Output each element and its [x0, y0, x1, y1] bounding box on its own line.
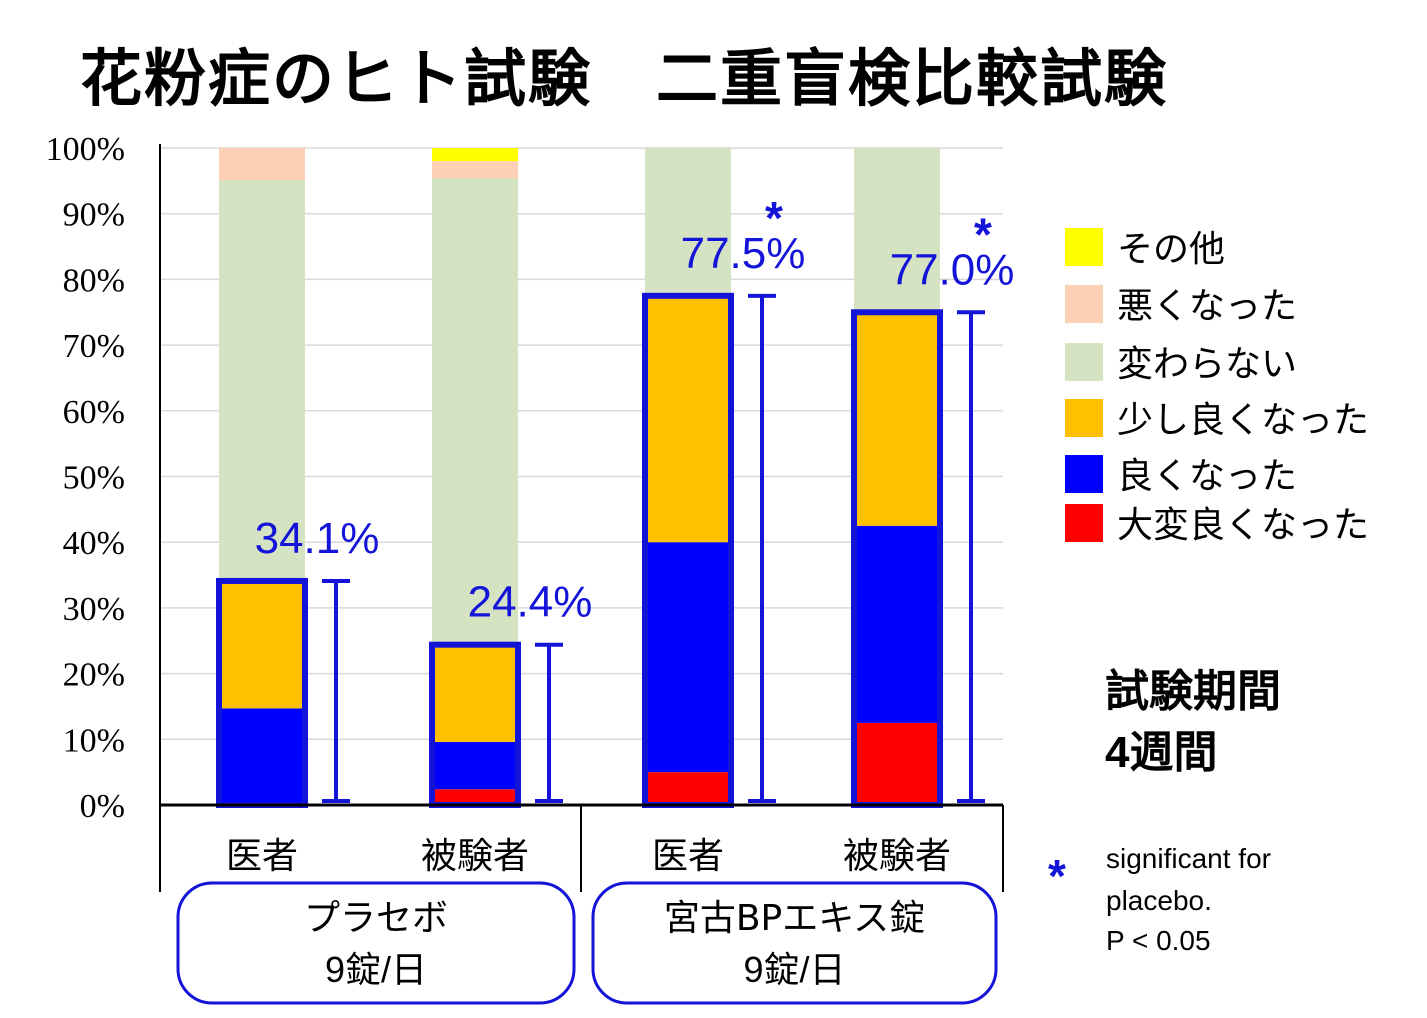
note-star: * [1048, 850, 1066, 902]
y-tick-label: 70% [63, 328, 125, 365]
legend-label: その他 [1117, 229, 1225, 270]
y-tick-label: 90% [63, 197, 125, 234]
group-boxes: プラセボ 9錠/日 宮古BPエキス錠 9錠/日 [176, 881, 998, 1005]
group-dose: 9錠/日 [325, 949, 427, 990]
legend-label: 変わらない [1117, 344, 1297, 385]
y-tick-label: 10% [63, 722, 125, 759]
bar-segment [645, 772, 731, 805]
bar-segment [432, 644, 518, 742]
y-tick-label: 40% [63, 525, 125, 562]
bar-segment [432, 178, 518, 645]
period-label: 試験期間 [1105, 667, 1281, 716]
bar-segment [219, 580, 305, 709]
y-axis: 0% 10% 20% 30% 40% 50% 60% 70% 80% 90% 100% [46, 131, 161, 892]
bar-segment [432, 148, 518, 162]
x-category-label: 被験者 [421, 836, 529, 877]
bars [219, 148, 940, 805]
bar-segment [854, 312, 940, 526]
y-tick-label: 60% [63, 394, 125, 431]
group-name: プラセボ [304, 898, 448, 939]
bar-segment [219, 180, 305, 581]
y-tick-label: 80% [63, 262, 125, 299]
improvement-labels: 34.1%24.4%77.5%*77.0%* [255, 192, 1015, 627]
y-tick-label: 20% [63, 657, 125, 694]
improvement-label: 77.5% [681, 229, 806, 278]
y-tick-label: 0% [80, 788, 125, 825]
legend-swatch [1065, 399, 1103, 437]
legend-label: 大変良くなった [1117, 505, 1369, 546]
legend-label: 良くなった [1117, 456, 1297, 497]
x-category-label: 医者 [652, 836, 724, 877]
chart-title: 花粉症のヒト試験 二重盲検比較試験 [80, 42, 1169, 115]
legend-swatch [1065, 228, 1103, 266]
group-box [176, 881, 576, 1005]
x-category-label: 医者 [226, 836, 298, 877]
y-tick-label: 100% [46, 131, 125, 168]
improvement-label: 24.4% [468, 578, 593, 627]
period-value: 4週間 [1105, 728, 1217, 777]
improvement-label: 77.0% [890, 245, 1015, 294]
improvement-label: 34.1% [255, 514, 380, 563]
legend-swatch [1065, 455, 1103, 493]
bar-segment [854, 525, 940, 723]
bar-segment [645, 542, 731, 773]
x-category-label: 被験者 [843, 836, 951, 877]
significance-star: * [974, 208, 992, 260]
group-dose: 9錠/日 [743, 949, 845, 990]
error-bars [322, 293, 985, 803]
bar-segment [645, 295, 731, 543]
bar-segment [854, 722, 940, 805]
bar-segment [432, 161, 518, 179]
bar-segment [645, 148, 731, 296]
legend-label: 少し良くなった [1117, 400, 1369, 441]
y-tick-label: 30% [63, 591, 125, 628]
bar-segment [219, 708, 305, 805]
x-axis: 医者 被験者 医者 被験者 [160, 803, 1004, 892]
legend-swatch [1065, 285, 1103, 323]
note-line-3: P < 0.05 [1106, 925, 1211, 956]
significance-star: * [765, 192, 783, 244]
bar-segment [854, 148, 940, 313]
note-line-1: significant for [1106, 843, 1271, 874]
note-line-2: placebo. [1106, 885, 1212, 916]
group-name: 宮古BPエキス錠 [664, 898, 925, 939]
y-tick-label: 50% [63, 460, 125, 497]
legend-label: 悪くなった [1117, 286, 1297, 327]
legend-swatch [1065, 504, 1103, 542]
bar-segment [432, 741, 518, 790]
bar-segment [432, 789, 518, 805]
bar-segment [219, 148, 305, 181]
legend-swatch [1065, 343, 1103, 381]
group-box [591, 881, 998, 1005]
